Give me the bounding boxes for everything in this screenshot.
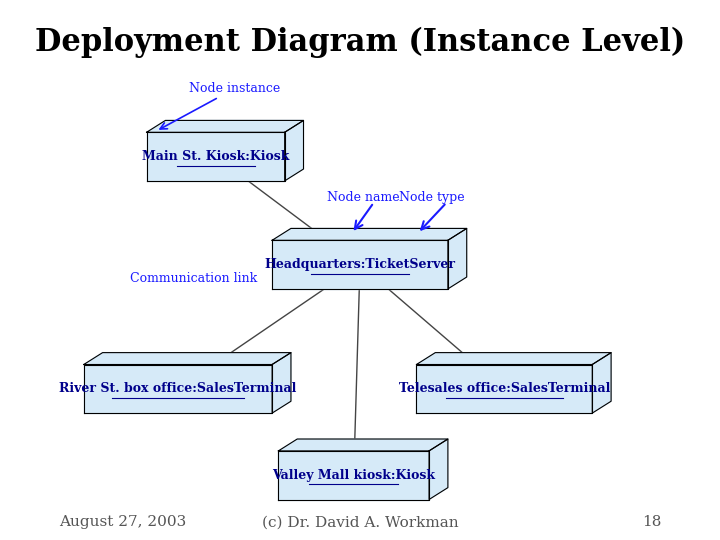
Polygon shape [272,353,291,413]
Polygon shape [84,353,291,364]
Polygon shape [272,228,467,240]
Polygon shape [279,439,448,451]
Polygon shape [279,451,429,500]
Text: River St. box office:SalesTerminal: River St. box office:SalesTerminal [59,382,297,395]
Text: Valley Mall kiosk:Kiosk: Valley Mall kiosk:Kiosk [272,469,435,482]
Text: Telesales office:SalesTerminal: Telesales office:SalesTerminal [399,382,610,395]
Text: Node instance: Node instance [189,82,280,94]
Text: Node type: Node type [400,191,465,204]
Text: Communication link: Communication link [130,272,257,285]
Polygon shape [416,353,611,364]
Polygon shape [416,364,593,413]
Polygon shape [448,228,467,289]
Polygon shape [272,240,448,289]
Polygon shape [429,439,448,500]
Polygon shape [147,120,304,132]
Polygon shape [147,132,284,181]
Text: 18: 18 [642,515,661,529]
Polygon shape [284,120,304,181]
Text: Main St. Kiosk:Kiosk: Main St. Kiosk:Kiosk [142,150,289,163]
Polygon shape [84,364,272,413]
Text: Deployment Diagram (Instance Level): Deployment Diagram (Instance Level) [35,27,685,58]
Text: Headquarters:TicketServer: Headquarters:TicketServer [264,258,456,271]
Text: Node name: Node name [327,191,400,204]
Text: August 27, 2003: August 27, 2003 [58,515,186,529]
Text: (c) Dr. David A. Workman: (c) Dr. David A. Workman [261,515,459,529]
Polygon shape [593,353,611,413]
